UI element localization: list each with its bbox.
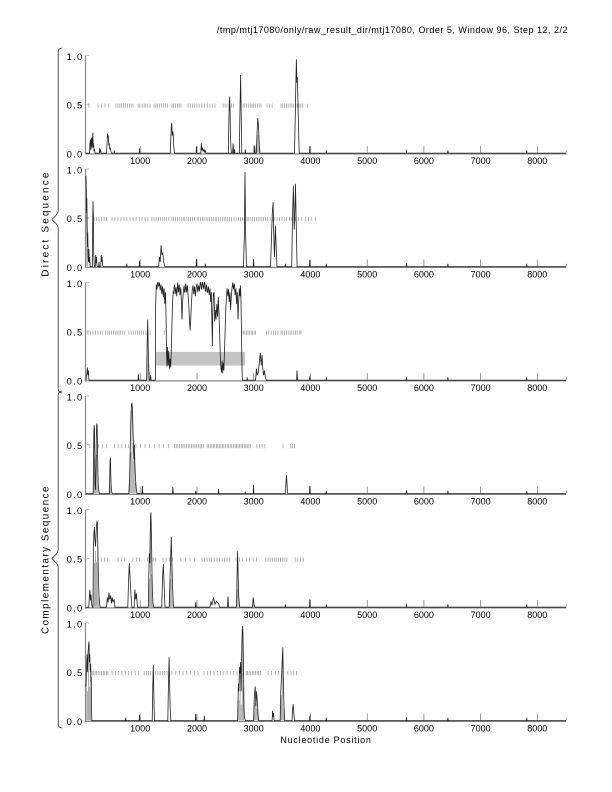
svg-text:6000: 6000 <box>414 270 434 280</box>
svg-text:3000: 3000 <box>244 724 264 734</box>
svg-text:2000: 2000 <box>187 497 207 507</box>
svg-text:8000: 8000 <box>527 497 547 507</box>
svg-text:2000: 2000 <box>187 724 207 734</box>
svg-text:2000: 2000 <box>187 270 207 280</box>
svg-text:8000: 8000 <box>527 156 547 166</box>
svg-text:0.5: 0.5 <box>67 554 84 565</box>
svg-text:/tmp/mtj17080/only/raw_result_: /tmp/mtj17080/only/raw_result_dir/mtj170… <box>217 25 568 35</box>
svg-text:1000: 1000 <box>130 497 150 507</box>
svg-text:5000: 5000 <box>357 497 377 507</box>
svg-text:5000: 5000 <box>357 270 377 280</box>
svg-text:4000: 4000 <box>300 383 320 393</box>
svg-text:7000: 7000 <box>471 724 491 734</box>
svg-text:1.0: 1.0 <box>67 618 84 629</box>
svg-text:0.5: 0.5 <box>67 100 84 111</box>
svg-text:6000: 6000 <box>414 156 434 166</box>
svg-text:1.0: 1.0 <box>67 51 84 62</box>
svg-text:4000: 4000 <box>300 610 320 620</box>
svg-text:2000: 2000 <box>187 156 207 166</box>
svg-text:4000: 4000 <box>300 724 320 734</box>
svg-text:0.5: 0.5 <box>67 213 84 224</box>
svg-text:1000: 1000 <box>130 156 150 166</box>
svg-text:1000: 1000 <box>130 610 150 620</box>
svg-text:5000: 5000 <box>357 610 377 620</box>
svg-text:0.5: 0.5 <box>67 327 84 338</box>
svg-text:0.0: 0.0 <box>67 489 84 500</box>
svg-text:4000: 4000 <box>300 156 320 166</box>
svg-text:2000: 2000 <box>187 610 207 620</box>
svg-text:7000: 7000 <box>471 497 491 507</box>
svg-text:3000: 3000 <box>244 610 264 620</box>
svg-text:3000: 3000 <box>244 156 264 166</box>
svg-text:2000: 2000 <box>187 383 207 393</box>
svg-text:4000: 4000 <box>300 270 320 280</box>
svg-text:8000: 8000 <box>527 724 547 734</box>
svg-text:1.0: 1.0 <box>67 278 84 289</box>
svg-text:Complementary Sequence: Complementary Sequence <box>41 485 52 634</box>
svg-text:7000: 7000 <box>471 383 491 393</box>
svg-text:3000: 3000 <box>244 497 264 507</box>
svg-text:8000: 8000 <box>527 610 547 620</box>
svg-text:8000: 8000 <box>527 383 547 393</box>
svg-text:1.0: 1.0 <box>67 164 84 175</box>
svg-text:4000: 4000 <box>300 497 320 507</box>
svg-text:3000: 3000 <box>244 383 264 393</box>
svg-text:6000: 6000 <box>414 610 434 620</box>
svg-text:7000: 7000 <box>471 156 491 166</box>
svg-text:1000: 1000 <box>130 270 150 280</box>
svg-text:7000: 7000 <box>471 610 491 620</box>
svg-text:Direct Sequence: Direct Sequence <box>41 170 52 276</box>
svg-text:1000: 1000 <box>130 383 150 393</box>
svg-text:0.0: 0.0 <box>67 603 84 614</box>
svg-text:6000: 6000 <box>414 383 434 393</box>
svg-text:0.0: 0.0 <box>67 376 84 387</box>
svg-text:0.5: 0.5 <box>67 667 84 678</box>
svg-text:Nucleotide Position: Nucleotide Position <box>280 735 371 745</box>
svg-text:1.0: 1.0 <box>67 505 84 516</box>
svg-text:6000: 6000 <box>414 724 434 734</box>
svg-text:1.0: 1.0 <box>67 391 84 402</box>
svg-text:6000: 6000 <box>414 497 434 507</box>
svg-text:8000: 8000 <box>527 270 547 280</box>
svg-text:0.0: 0.0 <box>67 149 84 160</box>
svg-text:3000: 3000 <box>244 270 264 280</box>
svg-text:0.0: 0.0 <box>67 262 84 273</box>
svg-text:0.5: 0.5 <box>67 440 84 451</box>
svg-text:5000: 5000 <box>357 383 377 393</box>
svg-text:5000: 5000 <box>357 156 377 166</box>
svg-text:7000: 7000 <box>471 270 491 280</box>
svg-text:1000: 1000 <box>130 724 150 734</box>
svg-text:0.0: 0.0 <box>67 716 84 727</box>
svg-text:5000: 5000 <box>357 724 377 734</box>
